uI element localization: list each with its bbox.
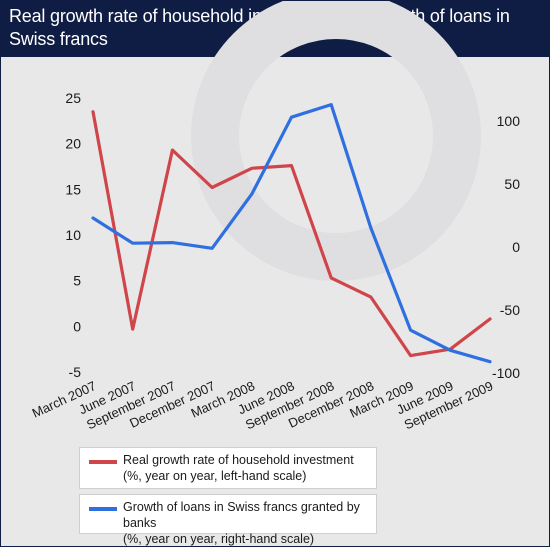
right-tick-label: 100 bbox=[497, 113, 521, 129]
left-axis-ticks: 25 20 15 10 5 0 -5 bbox=[65, 90, 81, 380]
left-tick-label: 10 bbox=[65, 227, 81, 243]
right-tick-label: 50 bbox=[504, 176, 520, 192]
left-tick-label: 20 bbox=[65, 136, 81, 152]
left-tick-label: 15 bbox=[65, 181, 81, 197]
right-tick-label: -50 bbox=[500, 302, 520, 318]
right-axis-ticks: 100 50 0 -50 -100 bbox=[492, 113, 520, 381]
legend-note-investment: (%, year on year, left-hand scale) bbox=[123, 469, 307, 483]
legend-entry-loans: Growth of loans in Swiss francs granted … bbox=[79, 494, 377, 546]
series-lines bbox=[91, 102, 492, 364]
right-tick-label: -100 bbox=[492, 365, 520, 381]
legend-entry-investment: Real growth rate of household investment… bbox=[79, 447, 377, 489]
series-line-investment bbox=[91, 110, 492, 358]
left-tick-label: 5 bbox=[73, 273, 81, 289]
left-tick-label: 0 bbox=[73, 318, 81, 334]
legend-swatch-loans bbox=[89, 507, 117, 511]
legend-label-investment: Real growth rate of household investment bbox=[123, 453, 354, 467]
legend-note-loans: (%, year on year, right-hand scale) bbox=[123, 532, 315, 546]
right-tick-label: 0 bbox=[512, 239, 520, 255]
legend-swatch-investment bbox=[89, 460, 117, 464]
left-tick-label: -5 bbox=[69, 364, 82, 380]
series-line-loans bbox=[91, 102, 492, 364]
left-tick-label: 25 bbox=[65, 90, 81, 106]
legend-label-loans: Growth of loans in Swiss francs granted … bbox=[123, 500, 360, 530]
